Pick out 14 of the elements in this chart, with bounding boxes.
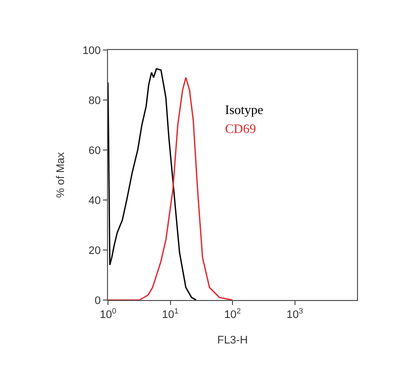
x-tick-label: 10$^{0}$ — [100, 306, 116, 322]
y-tick-label: 0 — [94, 294, 101, 307]
y-tick-label: 40 — [88, 194, 101, 207]
y-tick-label: 80 — [88, 94, 101, 107]
y-tick-label: 60 — [88, 144, 101, 157]
x-tick-label: 10$^{3}$ — [286, 306, 304, 322]
y-tick-label: 20 — [88, 244, 101, 257]
y-axis-title: % of Max — [55, 152, 68, 198]
x-tick-label: 10$^{1}$ — [162, 306, 179, 322]
x-axis-title: FL3-H — [217, 334, 248, 346]
text: Isotype — [225, 102, 264, 117]
x-tick-label: 10$^{2}$ — [224, 306, 241, 322]
y-tick-label: 100 — [82, 44, 101, 57]
text: CD69 — [225, 121, 256, 136]
